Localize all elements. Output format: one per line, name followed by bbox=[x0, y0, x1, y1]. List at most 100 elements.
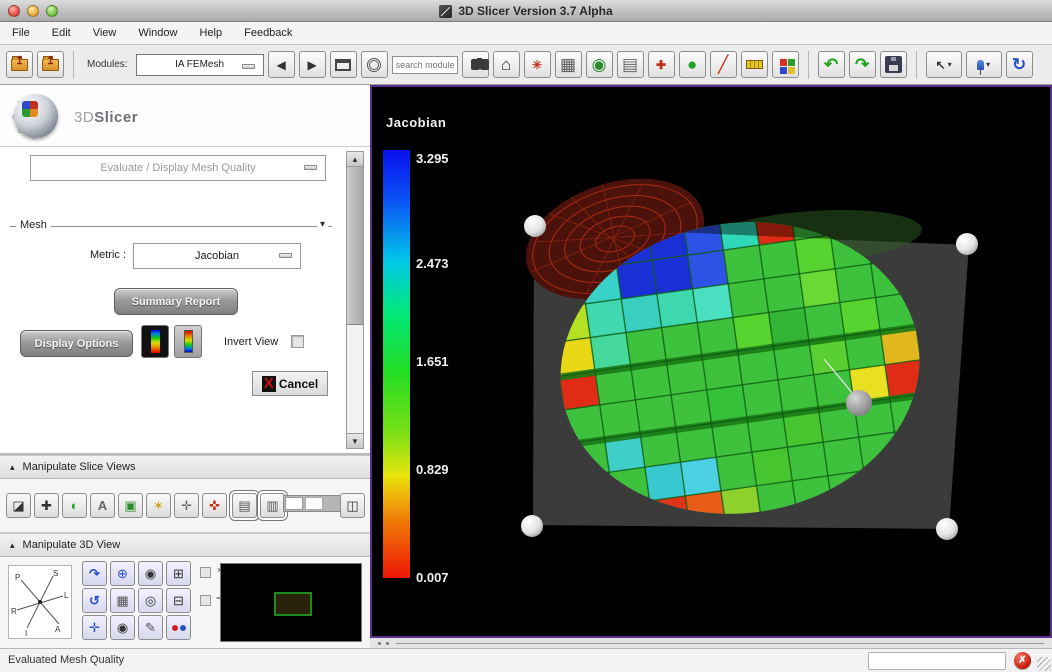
menu-view[interactable]: View bbox=[93, 27, 117, 39]
save-scene-button[interactable] bbox=[37, 51, 64, 78]
navigation-preview[interactable] bbox=[220, 563, 362, 642]
rock-checkbox[interactable] bbox=[200, 595, 211, 606]
slice-views-section-header[interactable]: ▴ Manipulate Slice Views bbox=[0, 455, 370, 479]
zoom-out-button[interactable]: ⊟ bbox=[166, 588, 191, 613]
volumes-module-button[interactable]: ▦ bbox=[555, 51, 582, 78]
fg-layer-icon: ▥ bbox=[266, 498, 278, 514]
load-scene-button[interactable] bbox=[6, 51, 33, 78]
camera-button[interactable]: ◉ bbox=[138, 561, 163, 586]
colorbar-display-button[interactable] bbox=[141, 325, 169, 358]
snapshot-button[interactable]: ◎ bbox=[138, 588, 163, 613]
scroll-down-button[interactable]: ▼ bbox=[347, 433, 363, 448]
error-badge[interactable]: ✗ bbox=[1014, 652, 1031, 669]
display-options-button[interactable]: Display Options bbox=[20, 330, 133, 357]
volume-cube-icon: ▦ bbox=[560, 55, 576, 75]
slice-label-opacity-button[interactable]: ▣ bbox=[118, 493, 143, 518]
main-toolbar: Modules: IA FEMesh ◀ ▶ ⌂ ✳ ▦ ◉ ▤ ✚ ● ╱ ↶… bbox=[0, 45, 1052, 85]
menu-help[interactable]: Help bbox=[199, 27, 222, 39]
refresh-button[interactable]: ↻ bbox=[1006, 51, 1033, 78]
stereo-button[interactable] bbox=[166, 615, 191, 640]
zoom-in-button[interactable]: ⊞ bbox=[166, 561, 191, 586]
dropdown-indicator-icon bbox=[304, 165, 317, 170]
look-from-axes-button[interactable]: ✛ bbox=[82, 615, 107, 640]
resize-grip[interactable] bbox=[1037, 657, 1051, 671]
ruler-icon bbox=[746, 60, 763, 69]
fiducials-module-button[interactable]: ✚ bbox=[648, 51, 675, 78]
modules-dropdown-value: IA FEMesh bbox=[175, 59, 224, 70]
save-scene-icon bbox=[42, 59, 59, 71]
slice-visibility-button[interactable]: ◪ bbox=[6, 493, 31, 518]
rotate-view-button[interactable]: ↷ bbox=[82, 561, 107, 586]
logo-area: 3DSlicer bbox=[0, 85, 370, 147]
menu-feedback[interactable]: Feedback bbox=[244, 27, 292, 39]
screen-capture-button[interactable] bbox=[361, 51, 388, 78]
navigation-zoom-rect[interactable] bbox=[274, 592, 312, 616]
layout-button[interactable] bbox=[330, 51, 357, 78]
slider-entry[interactable] bbox=[285, 497, 303, 510]
scroll-up-button[interactable]: ▲ bbox=[347, 152, 363, 167]
slice-bg-layer-button[interactable]: ▤ bbox=[232, 493, 257, 518]
module-forward-button[interactable]: ▶ bbox=[299, 51, 326, 78]
cancel-label: Cancel bbox=[279, 377, 318, 391]
center-view-button[interactable]: ⊕ bbox=[110, 561, 135, 586]
module-back-button[interactable]: ◀ bbox=[268, 51, 295, 78]
home-module-button[interactable]: ⌂ bbox=[493, 51, 520, 78]
slice-crosshair-button[interactable]: ✚ bbox=[34, 493, 59, 518]
title-bar[interactable]: 3D Slicer Version 3.7 Alpha bbox=[0, 0, 1052, 22]
colorbar-scale-button[interactable] bbox=[174, 325, 202, 358]
select-mode-button[interactable]: ✎ bbox=[138, 615, 163, 640]
orientation-axes-widget[interactable]: P S L R I A bbox=[8, 565, 72, 639]
menu-edit[interactable]: Edit bbox=[52, 27, 71, 39]
summary-report-button[interactable]: Summary Report bbox=[114, 288, 238, 315]
transforms-module-button[interactable]: ▤ bbox=[617, 51, 644, 78]
search-modules-input[interactable] bbox=[392, 56, 458, 74]
slice-fg-layer-button[interactable]: ▥ bbox=[260, 493, 285, 518]
save-button[interactable] bbox=[880, 51, 907, 78]
module-panel: 3DSlicer Evaluate / Display Mesh Quality… bbox=[0, 85, 370, 648]
search-modules-button[interactable] bbox=[462, 51, 489, 78]
data-module-button[interactable]: ✳ bbox=[524, 51, 551, 78]
place-fiducial-button[interactable]: ▾ bbox=[966, 51, 1002, 78]
models-module-button[interactable]: ◉ bbox=[586, 51, 613, 78]
panel-scrollbar[interactable]: ▲ ▼ bbox=[346, 151, 364, 449]
redo-button[interactable]: ↷ bbox=[849, 51, 876, 78]
slice-annotation-button[interactable]: A bbox=[90, 493, 115, 518]
zoom-window-button[interactable] bbox=[46, 5, 58, 17]
scrollbar-thumb[interactable] bbox=[347, 167, 363, 325]
colors-module-button[interactable] bbox=[772, 51, 799, 78]
slice-fiducial-button[interactable]: ◐ bbox=[62, 493, 87, 518]
spin-checkbox[interactable] bbox=[200, 567, 211, 578]
module-section-dropdown[interactable]: Evaluate / Display Mesh Quality bbox=[30, 155, 326, 181]
undo-button[interactable]: ↶ bbox=[818, 51, 845, 78]
camera-icon: ◉ bbox=[145, 566, 156, 582]
minimize-window-button[interactable] bbox=[27, 5, 39, 17]
invert-view-checkbox[interactable] bbox=[291, 335, 304, 348]
metric-dropdown[interactable]: Jacobian bbox=[133, 243, 301, 269]
visibility-button[interactable]: ◉ bbox=[110, 615, 135, 640]
threed-viewport[interactable]: Jacobian 3.295 2.473 1.651 0.829 0.007 bbox=[370, 85, 1052, 638]
stereo-glasses-icon bbox=[172, 625, 178, 631]
slice-link-button[interactable]: ◫ bbox=[340, 493, 365, 518]
slider-thumb[interactable] bbox=[305, 497, 323, 510]
slice-compass-button[interactable]: ✶ bbox=[146, 493, 171, 518]
close-window-button[interactable] bbox=[8, 5, 20, 17]
measurements-module-button[interactable]: ╱ bbox=[710, 51, 737, 78]
modules-dropdown[interactable]: IA FEMesh bbox=[136, 54, 264, 76]
toolbar-separator bbox=[808, 51, 809, 79]
ruler-module-button[interactable] bbox=[741, 51, 768, 78]
menu-window[interactable]: Window bbox=[138, 27, 177, 39]
editor-module-button[interactable]: ● bbox=[679, 51, 706, 78]
view-resize-strip[interactable] bbox=[370, 638, 1052, 648]
spin-view-button[interactable]: ↺ bbox=[82, 588, 107, 613]
menu-file[interactable]: File bbox=[12, 27, 30, 39]
slice-fit-button[interactable]: ✜ bbox=[202, 493, 227, 518]
cancel-button[interactable]: X Cancel bbox=[252, 371, 328, 396]
slice-opacity-slider[interactable] bbox=[283, 495, 345, 512]
fiducials-icon: ✚ bbox=[656, 58, 666, 72]
slice-grid-button[interactable]: ✛ bbox=[174, 493, 199, 518]
rock-view-button[interactable]: ▦ bbox=[110, 588, 135, 613]
view3d-section-header[interactable]: ▴ Manipulate 3D View bbox=[0, 533, 370, 557]
load-scene-icon bbox=[11, 59, 28, 71]
mouse-mode-button[interactable]: ↖ ▾ bbox=[926, 51, 962, 78]
mesh-group-collapse-icon[interactable]: ▾ bbox=[317, 219, 328, 230]
